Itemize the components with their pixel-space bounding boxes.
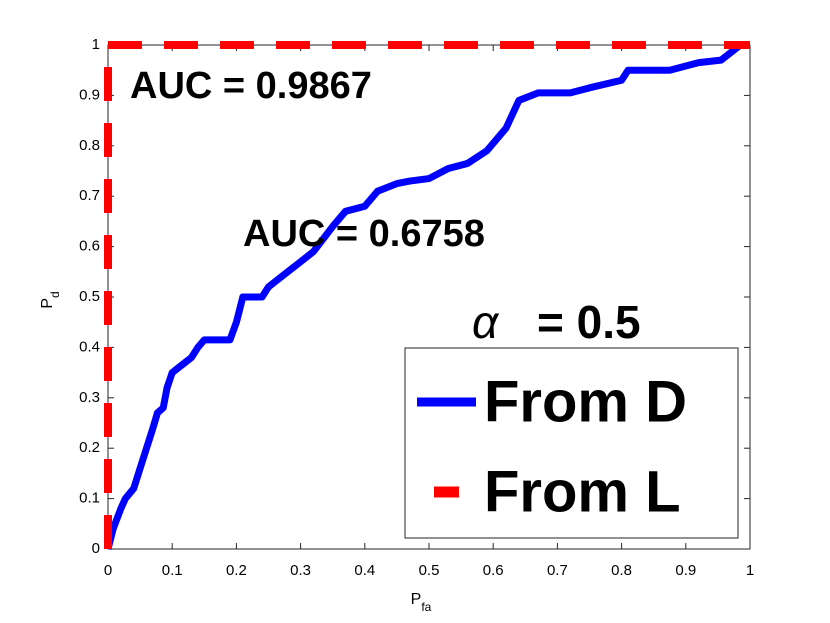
y-tick-label: 1 <box>92 36 100 53</box>
y-axis-label-sub: d <box>48 291 62 298</box>
series-line <box>104 41 750 549</box>
annotation: AUC = 0.6758 <box>243 213 485 255</box>
x-tick-label: 0.4 <box>354 562 375 579</box>
x-axis-label: Pfa <box>411 591 432 614</box>
x-tick-label: 0.7 <box>547 562 568 579</box>
y-tick-label: 0.9 <box>79 86 100 103</box>
y-tick-label: 0.6 <box>79 238 100 255</box>
x-tick-label: 0.1 <box>162 562 183 579</box>
y-tick-label: 0.2 <box>79 439 100 456</box>
y-tick-label: 0.4 <box>79 338 100 355</box>
legend-box <box>404 347 739 539</box>
x-tick-label: 0.5 <box>419 562 440 579</box>
legend-title-symbol: α <box>472 296 500 348</box>
x-tick-label: 0.9 <box>675 562 696 579</box>
y-tick-label: 0.7 <box>79 187 100 204</box>
x-tick-label: 1 <box>746 562 754 579</box>
x-tick-label: 0.3 <box>290 562 311 579</box>
y-tick-label: 0 <box>92 540 100 557</box>
x-tick-label: 0.2 <box>226 562 247 579</box>
x-tick-label: 0.8 <box>611 562 632 579</box>
legend-label: From D <box>484 369 687 434</box>
y-tick-label: 0.5 <box>79 288 100 305</box>
x-tick-label: 0.6 <box>483 562 504 579</box>
y-tick-label: 0.1 <box>79 490 100 507</box>
series-line <box>104 42 743 550</box>
x-tick-label: 0 <box>104 562 112 579</box>
annotation: AUC = 0.9867 <box>130 65 372 107</box>
y-axis-label-main: P <box>39 298 56 309</box>
y-axis-label: Pd <box>39 291 62 308</box>
y-tick-label: 0.3 <box>79 389 100 406</box>
legend-label: From L <box>484 459 681 524</box>
x-axis-label-sub: fa <box>421 600 431 614</box>
legend-title: = 0.5 <box>537 296 641 348</box>
x-axis-label-main: P <box>411 591 422 608</box>
y-tick-label: 0.8 <box>79 137 100 154</box>
